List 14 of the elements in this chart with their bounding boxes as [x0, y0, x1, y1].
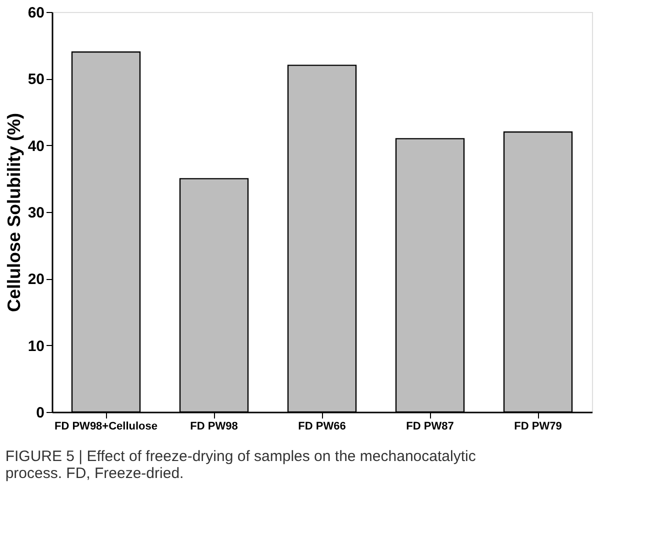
y-axis-title: Cellulose Solubility (%): [4, 112, 24, 312]
x-tick-label: FD PW98: [190, 420, 238, 432]
y-tick-label: 10: [28, 338, 44, 355]
caption: FIGURE 5 | Effect of freeze-drying of samples on the mechanocatalytic process. FD, Freeze-dried.: [5, 448, 476, 482]
y-tick-label: 20: [28, 271, 44, 288]
y-tick-label: 0: [36, 404, 44, 422]
y-tick-label: 60: [28, 4, 44, 22]
x-tick-label: FD PW79: [514, 420, 562, 432]
x-tick-label: FD PW66: [298, 420, 346, 432]
x-tick-label: FD PW98+Cellulose: [54, 420, 158, 432]
x-tick-label: FD PW87: [406, 420, 454, 432]
y-tick-label: 40: [28, 138, 44, 155]
y-tick-label: 50: [28, 71, 44, 88]
y-tick-label: 30: [28, 204, 44, 222]
